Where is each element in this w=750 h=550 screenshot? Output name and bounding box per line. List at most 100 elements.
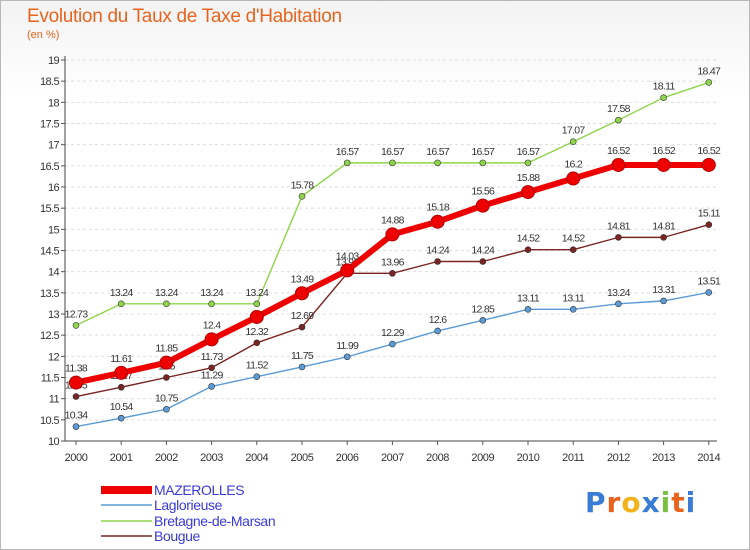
data-label: 18.47	[697, 65, 721, 77]
data-point	[72, 423, 80, 430]
y-tick-label: 13	[48, 309, 60, 321]
data-point	[298, 193, 306, 200]
logo-letter: x	[641, 486, 661, 519]
logo-letter: t	[671, 486, 686, 519]
data-label: 14.03	[336, 250, 360, 262]
data-label: 14.81	[607, 220, 631, 232]
data-point	[524, 306, 532, 313]
data-label: 14.52	[517, 233, 541, 245]
data-label: 13.51	[697, 275, 721, 287]
data-label: 18.11	[653, 81, 676, 93]
legend-label-bretagne-de-marsan: Bretagne-de-Marsan	[154, 513, 276, 529]
data-label: 16.2	[564, 159, 582, 171]
data-point	[434, 327, 441, 335]
data-label: 13.24	[607, 287, 631, 299]
data-point	[159, 355, 174, 370]
data-point	[340, 263, 355, 278]
data-point	[521, 185, 535, 200]
data-label: 17.58	[607, 103, 631, 115]
data-label: 10.34	[65, 410, 89, 422]
x-tick-label: 2005	[291, 452, 314, 464]
y-tick-label: 11.5	[41, 373, 60, 385]
data-point	[208, 364, 215, 372]
data-label: 14.81	[652, 220, 676, 232]
data-point	[343, 353, 351, 361]
data-label: 10.75	[155, 392, 179, 404]
data-label: 14.52	[562, 233, 586, 245]
y-tick-label: 16	[48, 182, 60, 194]
data-point	[249, 309, 264, 324]
data-point	[117, 414, 125, 422]
data-label: 12.29	[381, 327, 405, 339]
x-tick-label: 2002	[155, 452, 178, 464]
data-point	[343, 159, 351, 167]
data-label: 12.4	[203, 319, 221, 331]
data-label: 14.24	[426, 245, 450, 257]
data-label: 16.52	[697, 145, 721, 157]
data-point	[566, 171, 581, 186]
data-point	[253, 300, 261, 308]
x-tick-label: 2009	[471, 452, 494, 464]
proxiti-logo: Proxiti	[585, 486, 696, 519]
chart-title: Evolution du Taux de Taxe d'Habitation	[27, 6, 342, 27]
data-label: 16.52	[607, 145, 631, 157]
data-point	[72, 322, 80, 329]
logo-letter: i	[660, 486, 672, 519]
x-tick-label: 2001	[110, 452, 133, 464]
data-point	[701, 157, 716, 172]
data-point	[114, 365, 129, 380]
data-label: 16.57	[517, 146, 541, 158]
y-tick-label: 11	[49, 394, 60, 406]
y-tick-label: 18.5	[40, 76, 59, 88]
data-point	[656, 157, 671, 172]
data-point	[163, 374, 170, 381]
data-point	[69, 375, 83, 390]
data-point	[615, 116, 622, 124]
data-point	[253, 373, 261, 380]
data-point	[253, 339, 261, 347]
data-label: 15.56	[471, 186, 495, 198]
logo-letter: o	[621, 486, 642, 519]
y-tick-label: 17	[48, 140, 60, 152]
data-label: 15.18	[426, 202, 450, 214]
data-point	[569, 306, 577, 313]
y-tick-label: 15	[48, 224, 60, 236]
data-label: 15.88	[517, 172, 541, 184]
data-point	[611, 157, 626, 172]
data-point	[705, 221, 713, 228]
data-point	[615, 234, 622, 241]
data-point	[660, 234, 667, 241]
data-point	[705, 79, 713, 86]
data-label: 13.11	[517, 292, 540, 304]
data-point	[615, 300, 622, 308]
data-label: 14.24	[471, 245, 495, 257]
x-tick-label: 2004	[245, 452, 268, 464]
x-tick-label: 2008	[426, 452, 449, 464]
y-tick-label: 18	[48, 97, 60, 109]
x-tick-label: 2014	[697, 452, 720, 464]
data-point	[208, 300, 215, 308]
data-label: 12.85	[471, 303, 495, 315]
data-label: 11.52	[246, 360, 269, 372]
data-label: 15.11	[698, 208, 721, 220]
data-point	[479, 317, 487, 324]
data-label: 13.11	[562, 292, 585, 304]
data-label: 16.57	[471, 146, 495, 158]
data-point	[479, 159, 487, 167]
logo-letter: r	[606, 486, 622, 519]
data-point	[204, 332, 219, 347]
data-label: 11.38	[65, 363, 88, 375]
data-label: 13.24	[245, 287, 269, 299]
data-point	[479, 258, 487, 265]
y-tick-label: 10	[48, 436, 60, 448]
data-label: 13.96	[381, 256, 405, 268]
data-label: 11.99	[336, 340, 359, 352]
data-point	[705, 289, 713, 296]
data-point	[660, 297, 667, 305]
data-point	[72, 393, 80, 400]
data-point	[389, 159, 396, 167]
y-tick-label: 16.5	[40, 161, 59, 173]
x-tick-label: 2012	[607, 452, 630, 464]
legend-label-laglorieuse: Laglorieuse	[154, 497, 222, 513]
